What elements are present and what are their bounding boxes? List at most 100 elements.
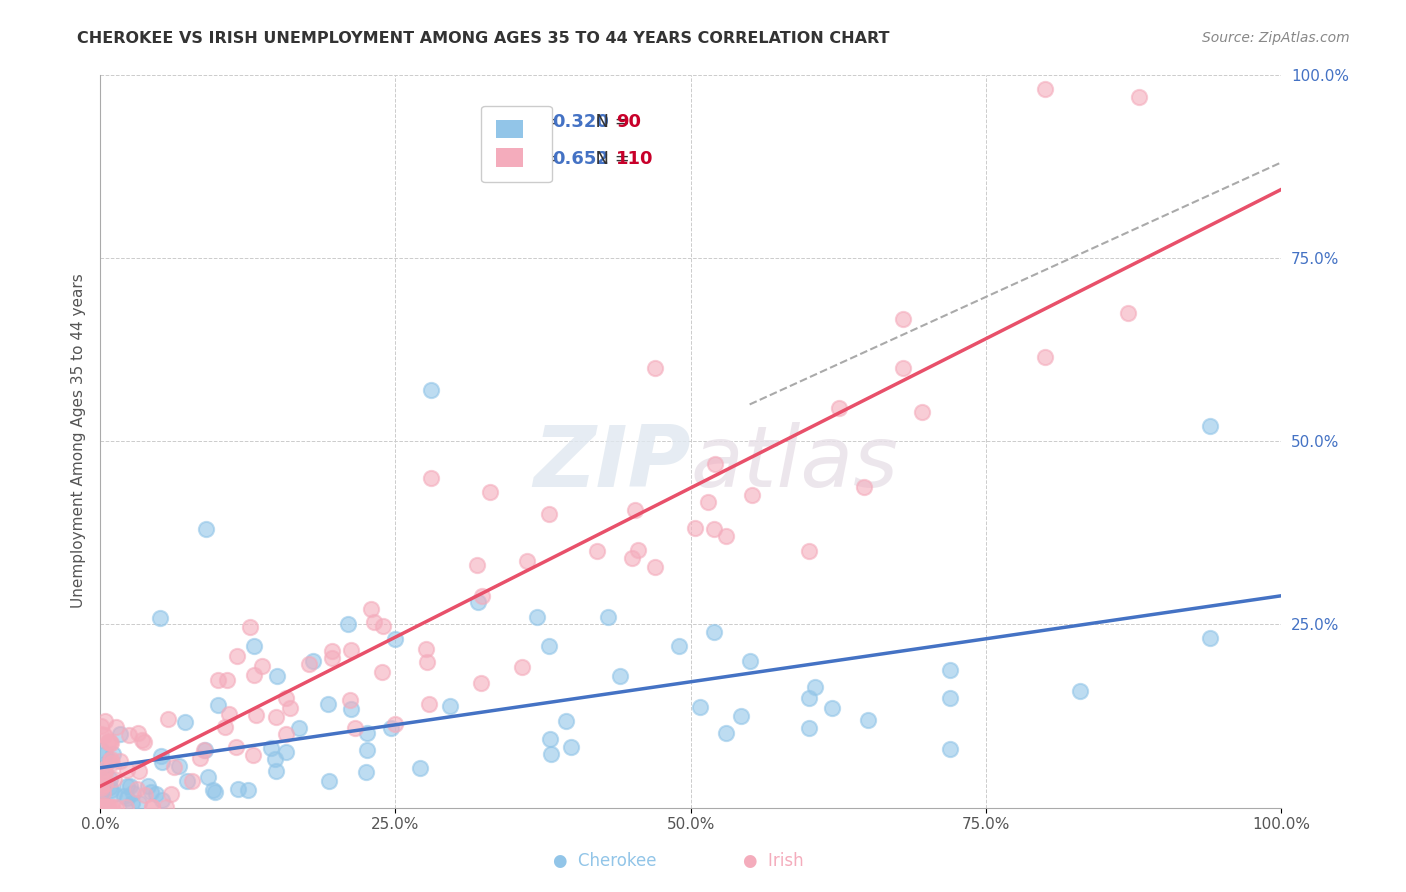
Point — [470, 676, 492, 690]
Point — [150, 749, 173, 764]
Point — [419, 471, 441, 485]
Point — [288, 721, 311, 735]
Point — [96, 800, 118, 814]
Point — [93, 728, 115, 742]
Point — [373, 619, 395, 633]
Text: N =: N = — [585, 150, 636, 168]
Point — [1116, 306, 1139, 320]
Text: 0.320: 0.320 — [553, 112, 609, 130]
Point — [90, 781, 112, 796]
Text: 0.652: 0.652 — [553, 150, 609, 168]
Point — [738, 654, 761, 668]
Point — [90, 798, 112, 813]
Point — [155, 800, 177, 814]
Point — [828, 401, 851, 416]
Point — [149, 611, 172, 625]
Point — [264, 752, 287, 766]
Point — [115, 763, 138, 777]
Point — [201, 783, 224, 797]
Point — [90, 788, 112, 802]
Point — [188, 751, 211, 765]
Text: ●  Irish: ● Irish — [742, 852, 804, 870]
Point — [217, 673, 239, 687]
Point — [104, 800, 127, 814]
Point — [540, 747, 562, 762]
Point — [354, 764, 377, 779]
Point — [526, 610, 548, 624]
Point — [156, 712, 179, 726]
Point — [339, 643, 361, 657]
Point — [409, 761, 432, 775]
Point — [195, 522, 218, 536]
Point — [94, 764, 117, 779]
Point — [298, 657, 321, 671]
Point — [100, 752, 122, 766]
Point — [194, 743, 217, 757]
Point — [797, 544, 820, 558]
Point — [150, 792, 173, 806]
Point — [266, 669, 288, 683]
Point — [471, 589, 494, 603]
Point — [98, 753, 121, 767]
Point — [276, 745, 298, 759]
Text: R =: R = — [526, 150, 564, 168]
Point — [418, 697, 440, 711]
Point — [125, 781, 148, 796]
Point — [415, 656, 437, 670]
Point — [110, 727, 132, 741]
Point — [516, 554, 538, 568]
Point — [318, 774, 340, 789]
Point — [797, 690, 820, 705]
Point — [97, 735, 120, 749]
Point — [136, 779, 159, 793]
Point — [94, 800, 117, 814]
Point — [139, 785, 162, 799]
Point — [384, 716, 406, 731]
Point — [160, 787, 183, 801]
Point — [264, 710, 287, 724]
Point — [167, 759, 190, 773]
Point — [121, 796, 143, 810]
Point — [891, 360, 914, 375]
Point — [856, 713, 879, 727]
Point — [145, 788, 167, 802]
Point — [128, 764, 150, 778]
Y-axis label: Unemployment Among Ages 35 to 44 years: Unemployment Among Ages 35 to 44 years — [72, 274, 86, 608]
Point — [891, 311, 914, 326]
Point — [94, 714, 117, 729]
Point — [98, 780, 121, 794]
Point — [98, 734, 121, 748]
Text: 90: 90 — [616, 112, 641, 130]
Point — [852, 481, 875, 495]
Point — [242, 640, 264, 654]
Point — [128, 796, 150, 810]
Point — [343, 721, 366, 735]
Point — [176, 773, 198, 788]
Point — [384, 632, 406, 646]
Text: 110: 110 — [616, 150, 654, 168]
Point — [274, 727, 297, 741]
Point — [141, 800, 163, 814]
Point — [821, 701, 844, 715]
Text: N =: N = — [585, 112, 636, 130]
Point — [337, 617, 360, 632]
Point — [537, 508, 560, 522]
Point — [150, 756, 173, 770]
Point — [214, 720, 236, 734]
Point — [94, 747, 117, 762]
Point — [98, 754, 121, 768]
Point — [278, 701, 301, 715]
Point — [90, 719, 112, 733]
Point — [101, 800, 124, 814]
Text: Source: ZipAtlas.com: Source: ZipAtlas.com — [1202, 31, 1350, 45]
Point — [181, 773, 204, 788]
Point — [245, 707, 267, 722]
Point — [1069, 684, 1091, 698]
Point — [260, 741, 283, 756]
Point — [98, 772, 121, 786]
Text: ZIP: ZIP — [533, 422, 690, 505]
Point — [131, 733, 153, 747]
Point — [703, 457, 725, 471]
Point — [236, 782, 259, 797]
Point — [689, 699, 711, 714]
